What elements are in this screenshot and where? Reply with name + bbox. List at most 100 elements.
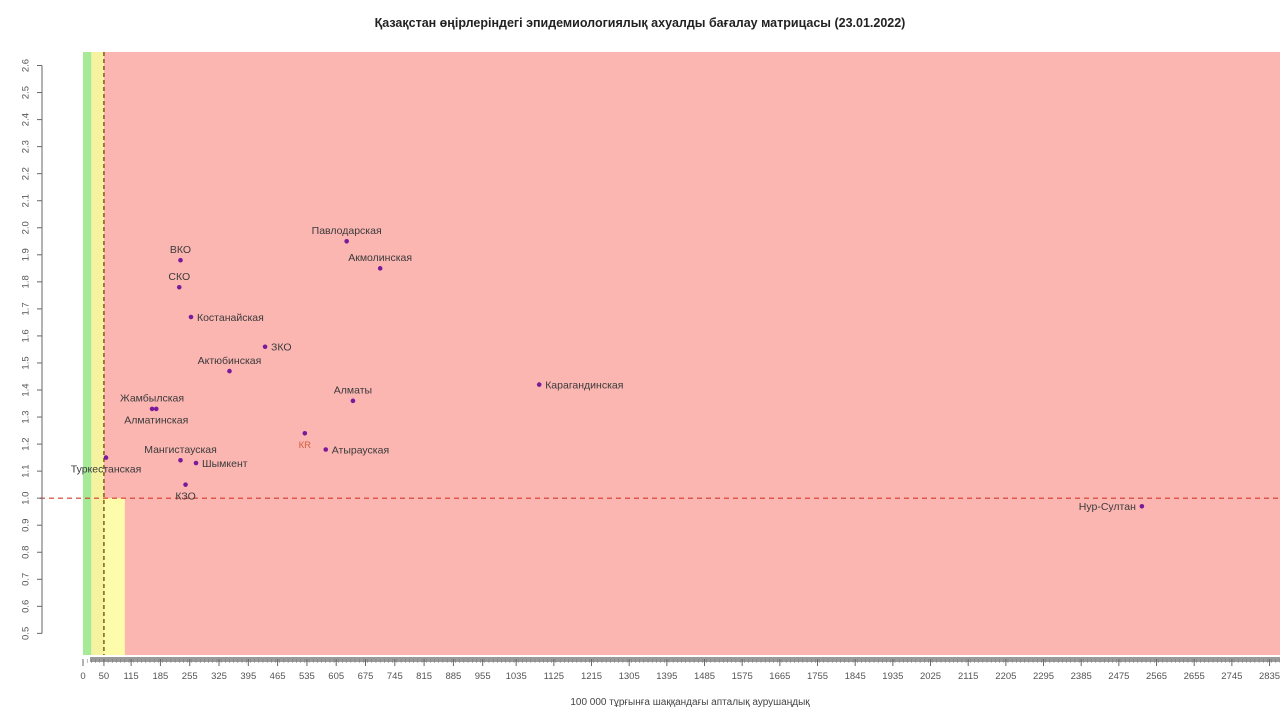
y-tick-label: 0.9 xyxy=(21,519,32,532)
y-tick-label: 0.5 xyxy=(21,627,32,640)
point-label: КЗО xyxy=(175,490,195,502)
x-tick-label: 675 xyxy=(358,671,374,682)
point-label: Павлодарская xyxy=(312,225,382,237)
y-tick-label: 1.0 xyxy=(21,492,32,505)
data-point xyxy=(350,398,356,404)
data-point xyxy=(183,482,188,487)
x-tick-label: 325 xyxy=(211,671,227,682)
y-tick-label: 1.2 xyxy=(21,437,32,450)
y-tick-label: 2.5 xyxy=(21,86,32,99)
zone-0 xyxy=(83,52,92,655)
x-tick-label: 2565 xyxy=(1146,671,1167,682)
x-tick-label: 0 xyxy=(80,671,85,682)
y-tick-label: 1.7 xyxy=(21,302,32,315)
data-point xyxy=(176,284,182,290)
x-tick-label: 605 xyxy=(328,671,344,682)
data-points: Павлодарская Акмолинская ВКО СКО Костанайска… xyxy=(71,225,1145,513)
y-tick-label: 1.5 xyxy=(21,356,32,369)
x-tick-label: 2205 xyxy=(995,671,1016,682)
x-tick-label: 885 xyxy=(445,671,461,682)
point-label: Атырауская xyxy=(332,444,389,456)
zone-1 xyxy=(91,52,104,655)
x-tick-label: 1215 xyxy=(581,671,602,682)
data-point xyxy=(1139,503,1145,509)
point-label: ЗКО xyxy=(271,342,292,354)
data-point xyxy=(377,266,383,271)
x-tick-label: 115 xyxy=(124,671,139,682)
point-label: КR xyxy=(299,440,312,451)
data-point xyxy=(302,430,308,436)
x-tick-label: 2025 xyxy=(920,671,941,682)
data-point xyxy=(323,447,329,452)
y-tick-label: 1.8 xyxy=(21,275,32,288)
zone-2 xyxy=(103,52,1280,655)
x-tick-label: 2385 xyxy=(1071,671,1092,682)
x-tick-label: 2115 xyxy=(958,671,978,682)
data-point xyxy=(103,455,109,460)
point-label: Алматы xyxy=(334,385,372,397)
x-tick-label: 1935 xyxy=(882,671,903,682)
y-tick-label: 2.3 xyxy=(21,140,32,153)
x-tick-label: 2655 xyxy=(1184,671,1205,682)
data-point xyxy=(193,460,199,466)
data-point xyxy=(227,368,232,374)
x-tick-label: 50 xyxy=(99,671,110,682)
x-tick-label: 955 xyxy=(475,671,491,682)
x-tick-label: 395 xyxy=(240,671,256,682)
x-tick-label: 465 xyxy=(270,671,286,682)
risk-zones xyxy=(83,52,1280,655)
chart-title: Қазақстан өңірлеріндегі эпидемиологиялық… xyxy=(374,16,906,30)
point-label: Нур-Султан xyxy=(1079,501,1136,513)
y-tick-label: 1.9 xyxy=(21,248,32,261)
y-tick-label: 2.0 xyxy=(21,221,32,234)
y-tick-label: 1.3 xyxy=(21,410,32,423)
x-tick-label: 185 xyxy=(152,671,168,682)
data-point xyxy=(262,344,268,350)
point-label: СКО xyxy=(168,271,190,283)
point-label: Карагандинская xyxy=(545,379,623,391)
point-label: Акмолинская xyxy=(348,252,412,264)
x-tick-label: 1395 xyxy=(656,671,677,682)
x-axis-line xyxy=(90,657,1280,662)
point-label: Костанайская xyxy=(197,312,264,324)
x-tick-label: 1125 xyxy=(544,671,564,682)
x-tick-label: 1485 xyxy=(694,671,715,682)
y-tick-label: 0.7 xyxy=(21,573,32,586)
data-point xyxy=(153,406,159,412)
y-tick-label: 2.1 xyxy=(21,194,32,207)
x-tick-label: 1665 xyxy=(769,671,790,682)
y-tick-label: 2.4 xyxy=(21,113,32,126)
zone-lower-yellow xyxy=(103,498,125,655)
y-tick-label: 1.1 xyxy=(21,465,32,478)
point-label: Шымкент xyxy=(202,458,248,470)
x-tick-label: 535 xyxy=(299,671,315,682)
x-axis-label: 100 000 тұрғынға шаққандағы апталық ауру… xyxy=(570,697,810,708)
x-tick-label: 1575 xyxy=(732,671,753,682)
x-tick-label: 255 xyxy=(182,671,198,682)
point-label: Мангистауская xyxy=(144,444,217,456)
axes: 0.5 0.6 0.7 0.8 0.9 1.0 1.1 1.2 1.3 1.4 1.5 1.6 1.7 1… xyxy=(21,59,1280,682)
x-tick-label: 1755 xyxy=(807,671,828,682)
x-tick-label: 2475 xyxy=(1108,671,1129,682)
reference-lines xyxy=(40,52,1280,655)
x-tick-label: 815 xyxy=(416,671,432,682)
y-tick-label: 0.6 xyxy=(21,600,32,613)
y-tick-label: 2.2 xyxy=(21,167,32,180)
point-label: ВКО xyxy=(170,244,191,256)
y-tick-label: 1.4 xyxy=(21,383,32,396)
x-tick-label: 2745 xyxy=(1221,671,1242,682)
point-label: Актюбинская xyxy=(198,355,262,367)
x-tick-label: 1035 xyxy=(506,671,527,682)
x-tick-label: 745 xyxy=(387,671,403,682)
x-tick-label: 2295 xyxy=(1033,671,1054,682)
x-tick-label: 2835 xyxy=(1259,671,1280,682)
x-tick-label: 1845 xyxy=(845,671,866,682)
data-point xyxy=(178,257,183,263)
y-tick-label: 1.6 xyxy=(21,329,32,342)
x-tick-label: 1305 xyxy=(619,671,640,682)
point-label: Туркестанская xyxy=(71,463,142,475)
point-label: Жамбылская xyxy=(120,393,184,405)
data-point xyxy=(536,382,542,387)
y-tick-label: 0.8 xyxy=(21,546,32,559)
